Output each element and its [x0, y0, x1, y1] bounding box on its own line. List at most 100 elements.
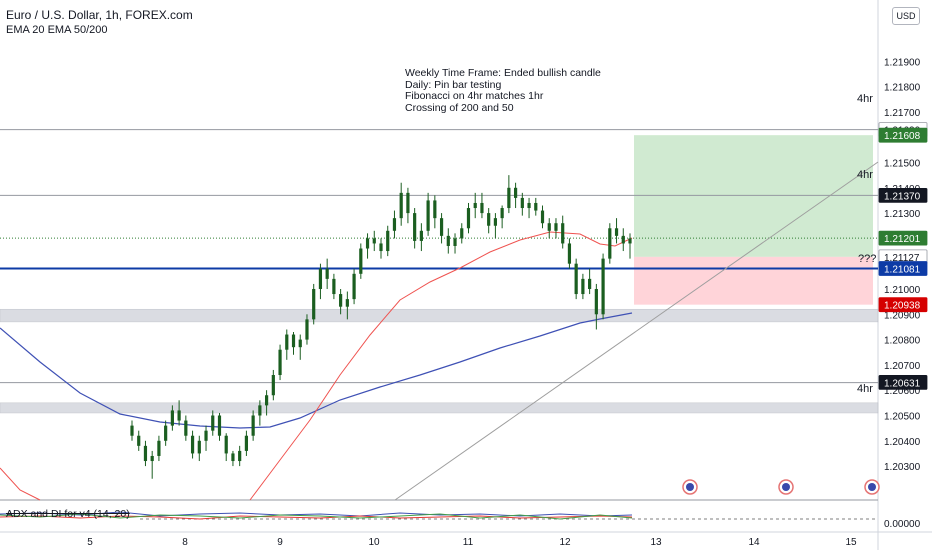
adx-line [0, 511, 633, 517]
candle-body [392, 218, 397, 231]
event-icon [778, 479, 794, 495]
candle-body [527, 202, 531, 209]
level-label-top: 4hr [857, 93, 873, 105]
analysis-note: Weekly Time Frame: Ended bullish candle … [405, 67, 601, 114]
y-tick-label: 1.20600 [884, 386, 921, 397]
candle-body [332, 278, 336, 295]
price-tag-label: 1.21081 [884, 265, 921, 276]
candle-body [588, 278, 592, 289]
candle-body [413, 213, 417, 241]
candle-body [473, 202, 477, 209]
x-tick-label: 10 [368, 537, 380, 548]
candle-body [453, 238, 457, 246]
candle-body [244, 435, 249, 451]
ema200-line [0, 312, 633, 429]
trendline [394, 161, 879, 501]
ema-line-left [0, 467, 41, 501]
price-tag [878, 127, 928, 143]
candle-body [628, 238, 632, 244]
candle-body [352, 273, 356, 300]
candle-body [143, 445, 148, 462]
candle-body [446, 235, 450, 246]
x-tick-label: 8 [182, 537, 188, 548]
candle-body [204, 430, 208, 441]
candle-body [164, 425, 168, 441]
candle-body [372, 238, 376, 244]
indicators-legend[interactable]: EMA 20 EMA 50/200 [6, 24, 108, 36]
candle-body [513, 187, 518, 198]
x-tick-label: 11 [463, 537, 474, 548]
candle-body [601, 258, 605, 315]
adx-indicator [0, 511, 878, 520]
candle-body [217, 415, 222, 436]
candle-body [264, 395, 269, 406]
price-tag-label: 1.21608 [884, 131, 921, 142]
x-tick-label: 12 [559, 537, 571, 548]
event-icon-dot [868, 483, 876, 491]
y-tick-label: 1.20800 [884, 336, 921, 347]
stop-zone [634, 256, 873, 305]
y-tick-label: 1.21300 [884, 209, 921, 220]
candle-body [614, 228, 619, 236]
candle-body [130, 425, 134, 436]
price-tag [878, 187, 928, 203]
price-tag [878, 261, 928, 276]
candle-body [480, 202, 484, 214]
y-tick-label: 1.20400 [884, 437, 921, 448]
x-tick-label: 5 [87, 537, 93, 548]
candle-body [305, 319, 309, 340]
event-icon-dot [782, 483, 790, 491]
candle-body [271, 375, 275, 396]
candle-body [500, 208, 504, 219]
level-label-mid: 4hr [857, 169, 873, 181]
candle-body [298, 339, 302, 348]
candle-body [251, 415, 255, 436]
candle-body [507, 187, 511, 209]
y-tick-label: 1.20900 [884, 310, 921, 321]
y-tick-label: 1.21700 [884, 108, 921, 119]
candle-body [574, 263, 578, 295]
candle-body [581, 278, 585, 295]
di-plus-line [0, 513, 633, 520]
candle-body [379, 243, 383, 252]
y-tick-label: 1.20500 [884, 411, 921, 422]
candle-body [137, 435, 141, 446]
candle-body [487, 213, 491, 226]
indicator-label[interactable]: ADX and DI for v4 (14, 20) [6, 508, 130, 520]
price-tag [878, 230, 928, 246]
y-tick-label: 1.21000 [884, 285, 921, 296]
price-tag-label: 1.20631 [884, 378, 921, 389]
y-tick-label: 1.20300 [884, 462, 921, 473]
event-icon [864, 479, 880, 495]
candle-body [621, 235, 625, 244]
candle-body [426, 200, 430, 231]
y-tick-label: 1.21500 [884, 158, 921, 169]
x-tick-label: 9 [277, 537, 283, 548]
price-tag-label: 1.21201 [884, 234, 921, 245]
question-label: ??? [858, 253, 877, 265]
candle-body [386, 230, 390, 252]
price-tag [878, 297, 928, 313]
chart-title: Euro / U.S. Dollar, 1h, FOREX.com [6, 8, 193, 22]
currency-button[interactable]: USD [892, 7, 920, 25]
target-zone [634, 135, 873, 257]
level-label-bottom: 4hr [857, 383, 873, 395]
candle-body [534, 202, 538, 211]
candle-body [561, 223, 565, 244]
candle-body [540, 210, 545, 224]
price-tag-label: 1.21370 [884, 191, 921, 202]
candle-body [318, 268, 323, 289]
candle-body [197, 440, 201, 454]
x-tick-label: 15 [845, 537, 857, 548]
candles [130, 175, 632, 479]
candle-body [466, 208, 471, 229]
candle-body [190, 435, 195, 454]
support-zone [0, 308, 879, 323]
candle-body [278, 349, 282, 376]
price-tag-label: 1.20938 [884, 301, 921, 312]
price-tag [878, 374, 928, 390]
candle-body [291, 334, 296, 348]
support-zone [0, 402, 879, 414]
x-tick-label: 14 [748, 537, 760, 548]
